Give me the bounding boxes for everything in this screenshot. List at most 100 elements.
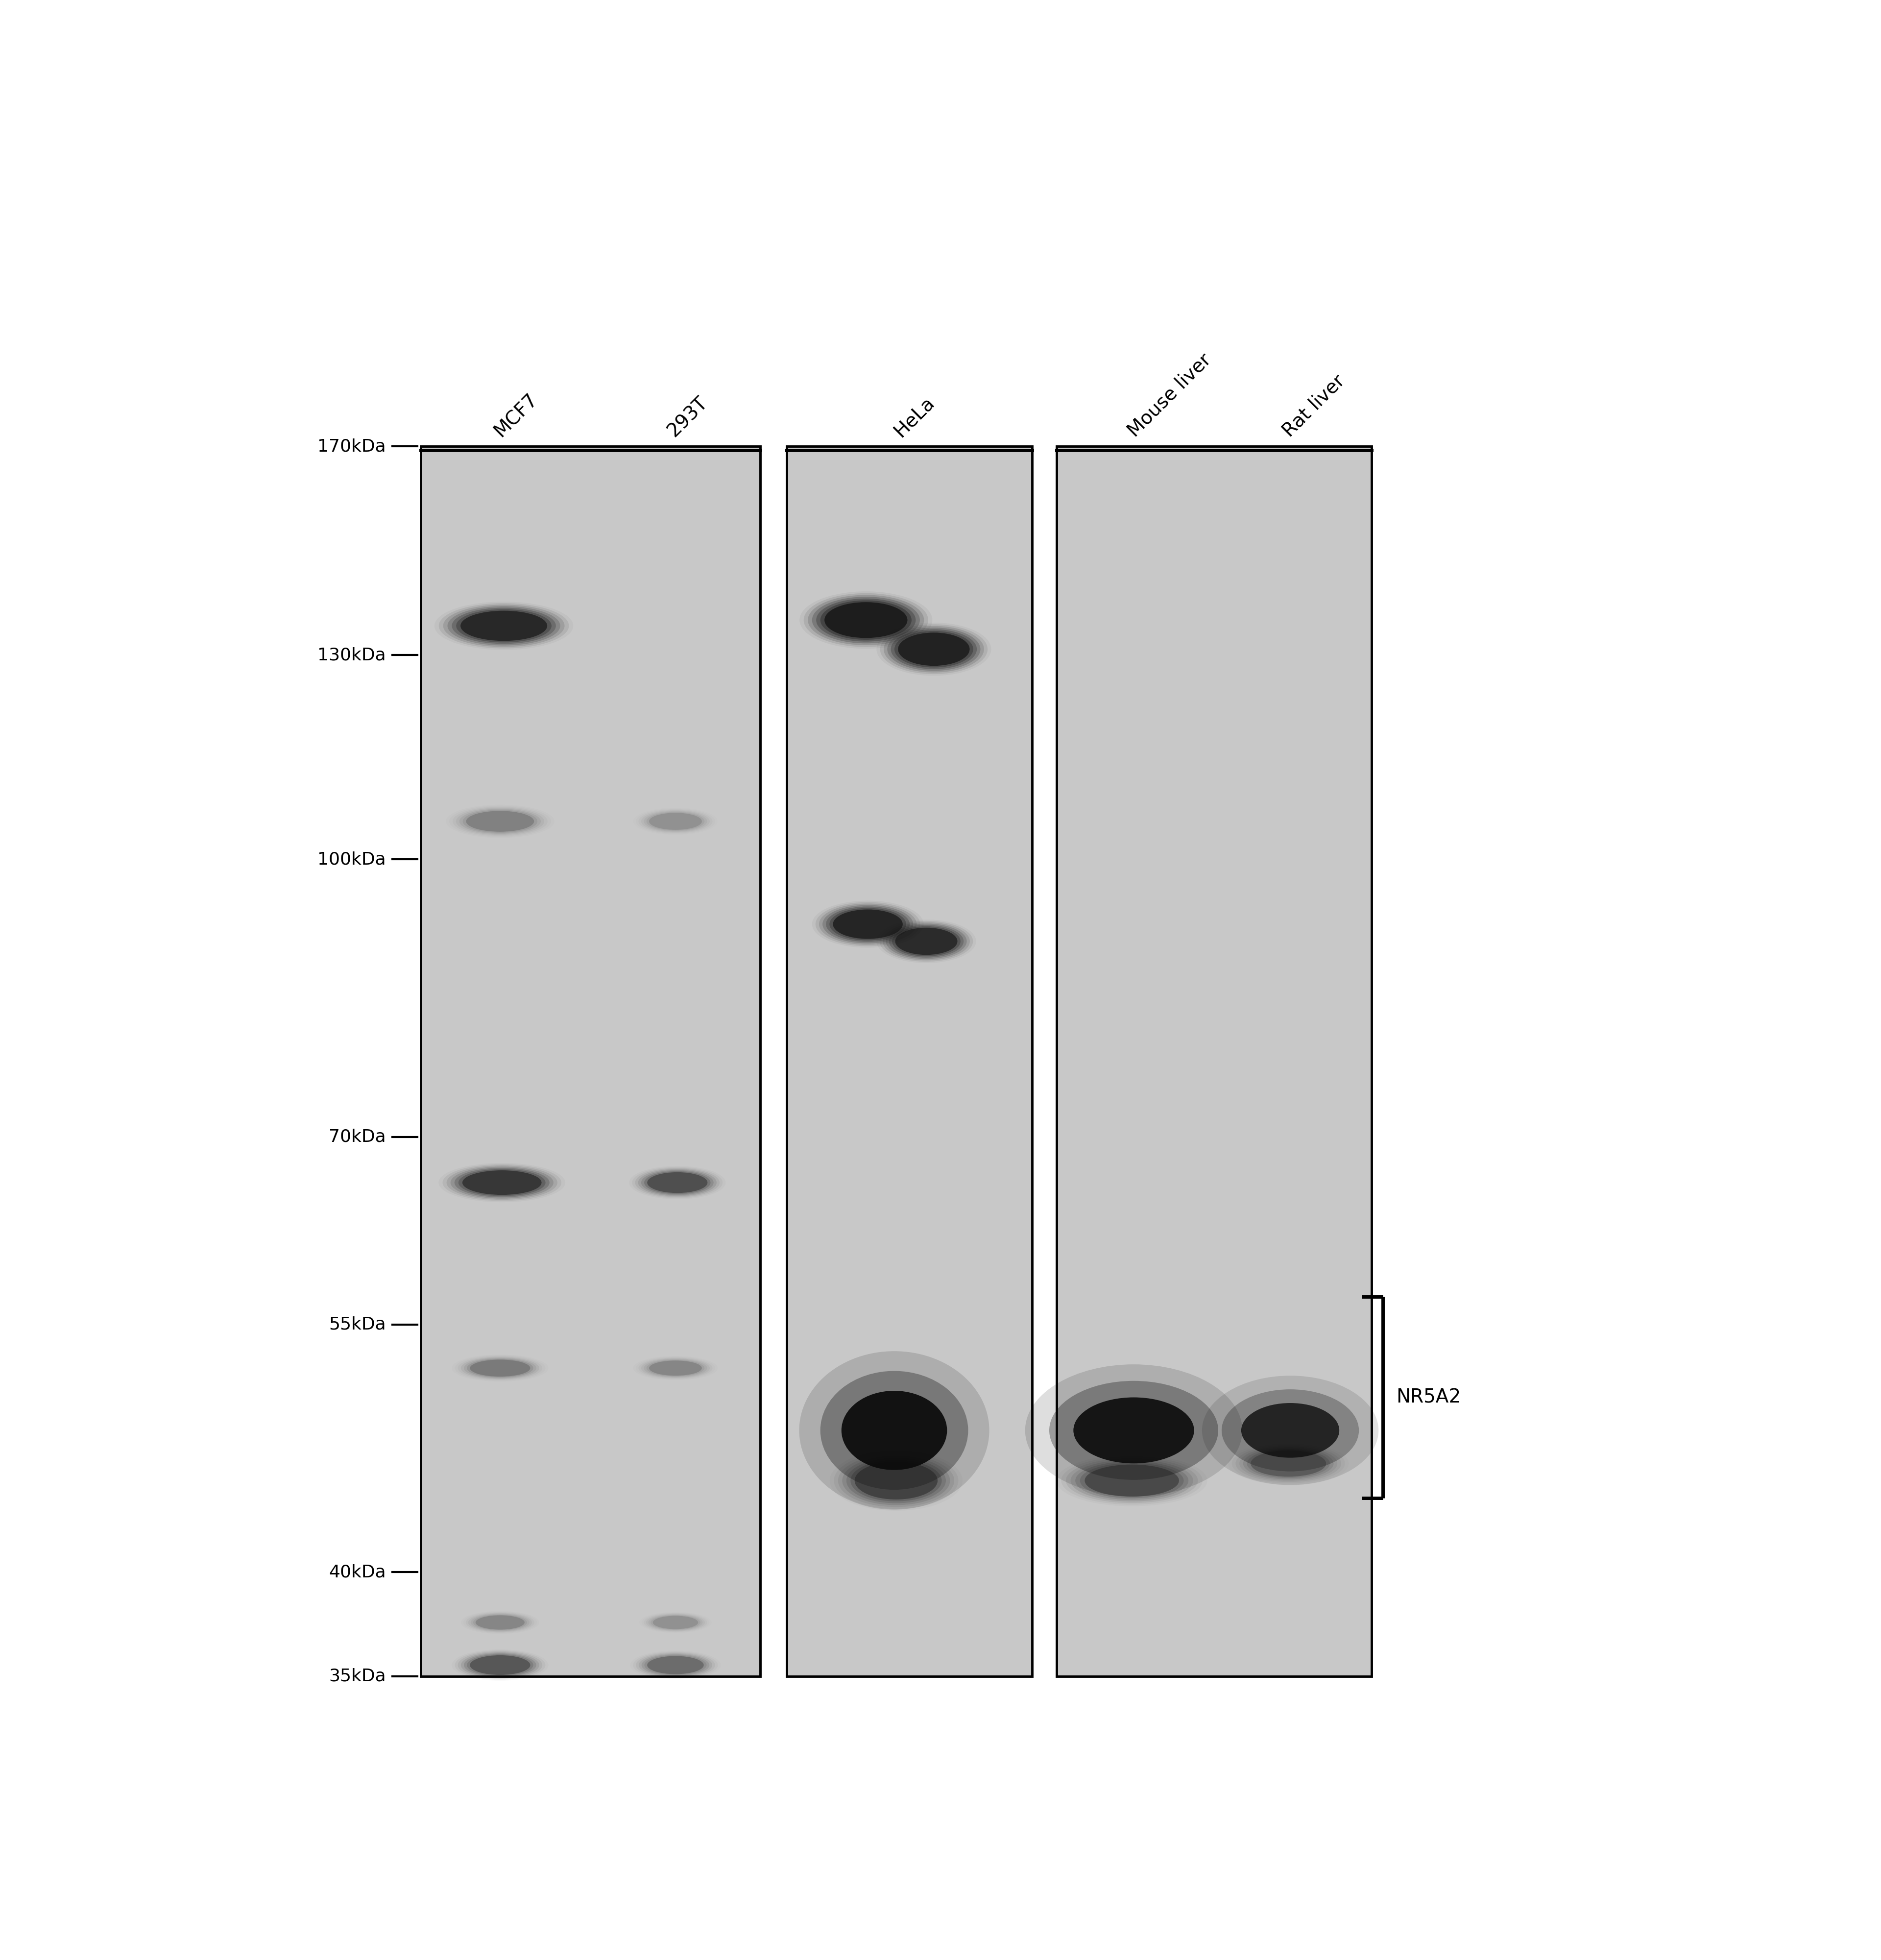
Ellipse shape <box>466 1358 534 1378</box>
Ellipse shape <box>822 906 912 943</box>
Ellipse shape <box>843 1456 950 1505</box>
Text: 70kDa: 70kDa <box>329 1129 386 1145</box>
Ellipse shape <box>638 1168 717 1196</box>
Ellipse shape <box>442 1164 561 1201</box>
Ellipse shape <box>1241 1403 1339 1458</box>
Ellipse shape <box>1076 1462 1189 1499</box>
Ellipse shape <box>841 1392 946 1470</box>
Text: NR5A2: NR5A2 <box>1396 1388 1462 1407</box>
Ellipse shape <box>895 927 957 955</box>
Ellipse shape <box>824 602 907 637</box>
Ellipse shape <box>647 1656 703 1674</box>
Ellipse shape <box>816 902 920 947</box>
Ellipse shape <box>1236 1445 1341 1482</box>
Ellipse shape <box>448 606 561 645</box>
Ellipse shape <box>803 594 927 647</box>
Ellipse shape <box>1025 1364 1241 1495</box>
Ellipse shape <box>813 596 920 643</box>
Ellipse shape <box>451 608 557 645</box>
Ellipse shape <box>820 600 912 639</box>
Ellipse shape <box>1202 1376 1379 1486</box>
Ellipse shape <box>1240 1446 1337 1480</box>
Ellipse shape <box>888 627 980 670</box>
Ellipse shape <box>647 1172 707 1194</box>
Ellipse shape <box>446 1166 557 1200</box>
Ellipse shape <box>880 921 972 962</box>
Ellipse shape <box>476 1615 525 1629</box>
Ellipse shape <box>470 1656 530 1676</box>
Ellipse shape <box>839 1454 954 1507</box>
Ellipse shape <box>850 1460 942 1501</box>
Ellipse shape <box>474 1615 527 1631</box>
Ellipse shape <box>1050 1382 1219 1480</box>
Ellipse shape <box>640 1654 713 1678</box>
Ellipse shape <box>649 1360 702 1376</box>
Ellipse shape <box>647 811 705 831</box>
Ellipse shape <box>438 604 568 649</box>
Ellipse shape <box>645 1654 707 1676</box>
Ellipse shape <box>470 1613 530 1631</box>
Ellipse shape <box>463 809 538 833</box>
Text: HeLa: HeLa <box>890 394 939 441</box>
Ellipse shape <box>455 1168 549 1198</box>
Ellipse shape <box>643 1172 711 1194</box>
Ellipse shape <box>830 907 907 941</box>
Bar <box>786 447 1033 1676</box>
Ellipse shape <box>649 813 702 829</box>
Ellipse shape <box>1251 1450 1326 1476</box>
Text: 293T: 293T <box>664 394 711 441</box>
Text: 35kDa: 35kDa <box>329 1668 386 1684</box>
Ellipse shape <box>643 1358 707 1378</box>
Ellipse shape <box>1070 1460 1193 1501</box>
Ellipse shape <box>459 809 542 833</box>
Ellipse shape <box>1074 1397 1194 1464</box>
Ellipse shape <box>1067 1458 1198 1503</box>
Ellipse shape <box>882 923 971 960</box>
Ellipse shape <box>833 909 903 939</box>
Text: 55kDa: 55kDa <box>329 1315 386 1333</box>
Ellipse shape <box>799 1350 989 1509</box>
Ellipse shape <box>846 1458 946 1503</box>
Ellipse shape <box>820 1370 969 1490</box>
Ellipse shape <box>826 907 910 943</box>
Text: Rat liver: Rat liver <box>1279 372 1349 441</box>
Bar <box>1057 447 1371 1676</box>
Ellipse shape <box>465 1358 536 1378</box>
Ellipse shape <box>470 1360 530 1376</box>
Ellipse shape <box>1221 1390 1358 1472</box>
Ellipse shape <box>641 1170 713 1196</box>
Ellipse shape <box>1085 1464 1179 1497</box>
Ellipse shape <box>466 811 534 831</box>
Ellipse shape <box>854 1462 937 1499</box>
Ellipse shape <box>450 1166 553 1198</box>
Text: 130kDa: 130kDa <box>318 647 386 664</box>
Ellipse shape <box>461 1356 540 1380</box>
Ellipse shape <box>647 1360 705 1376</box>
Ellipse shape <box>457 1652 542 1680</box>
Ellipse shape <box>459 1168 545 1196</box>
Ellipse shape <box>892 629 976 668</box>
Text: 40kDa: 40kDa <box>329 1564 386 1580</box>
Ellipse shape <box>895 631 972 668</box>
Ellipse shape <box>1247 1448 1330 1478</box>
Ellipse shape <box>463 1170 542 1196</box>
Ellipse shape <box>636 1168 720 1198</box>
Ellipse shape <box>651 1615 700 1629</box>
Ellipse shape <box>816 598 916 641</box>
Text: Mouse liver: Mouse liver <box>1125 351 1215 441</box>
Ellipse shape <box>653 1615 698 1629</box>
Text: MCF7: MCF7 <box>491 390 542 441</box>
Ellipse shape <box>455 610 551 643</box>
Text: 170kDa: 170kDa <box>318 439 386 455</box>
Ellipse shape <box>1080 1462 1183 1497</box>
Ellipse shape <box>444 606 564 647</box>
Ellipse shape <box>461 1652 540 1678</box>
Ellipse shape <box>897 633 971 666</box>
Ellipse shape <box>1243 1448 1334 1480</box>
Ellipse shape <box>886 923 967 958</box>
Ellipse shape <box>833 1452 957 1509</box>
Text: 100kDa: 100kDa <box>318 851 386 868</box>
Ellipse shape <box>818 904 916 945</box>
Ellipse shape <box>892 927 961 956</box>
Ellipse shape <box>880 625 988 674</box>
